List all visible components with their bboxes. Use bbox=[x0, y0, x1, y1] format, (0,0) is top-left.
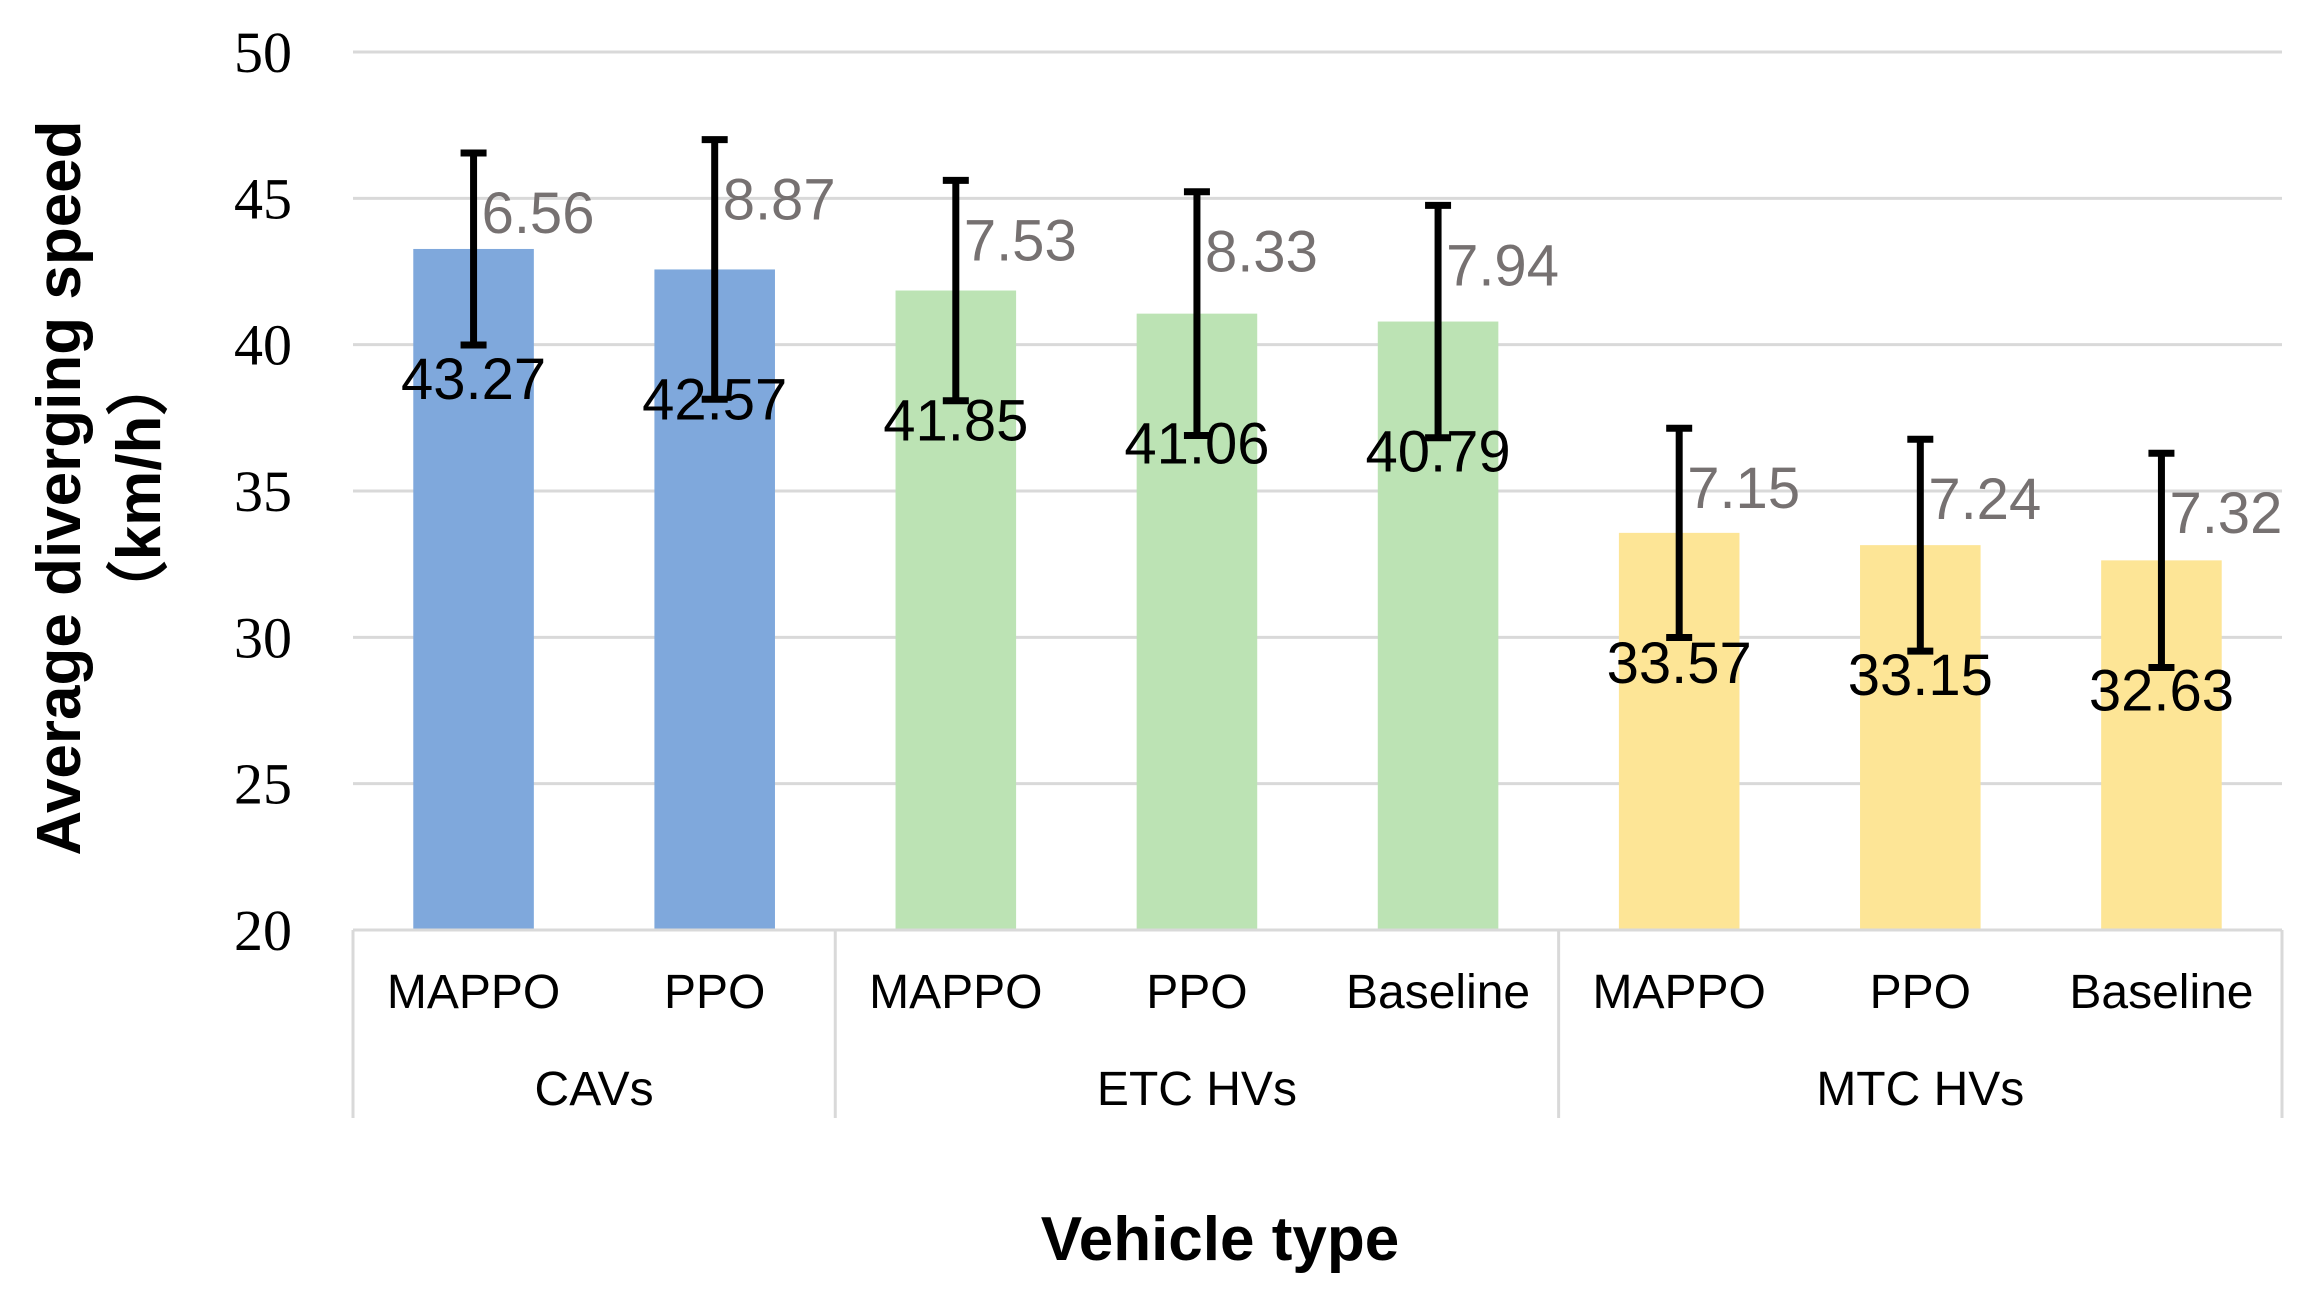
group-label: MTC HVs bbox=[1816, 1063, 2024, 1116]
group-label: ETC HVs bbox=[1097, 1063, 1297, 1116]
y-tick-label: 40 bbox=[234, 313, 292, 378]
x-axis: MAPPO PPO MAPPO PPO Baseline MAPPO PPO Baseline… bbox=[351, 928, 2284, 1118]
y-tick-label: 25 bbox=[234, 752, 292, 817]
y-tick-label: 30 bbox=[234, 605, 292, 670]
category-label: MAPPO bbox=[1593, 966, 1766, 1019]
category-label: Baseline bbox=[2069, 966, 2253, 1019]
group-label: CAVs bbox=[535, 1063, 654, 1116]
error-bars bbox=[460, 136, 2175, 671]
error-label: 7.15 bbox=[1687, 456, 1800, 521]
value-label: 43.27 bbox=[401, 347, 546, 412]
y-axis-label-unit: （km/h） bbox=[104, 354, 174, 623]
value-label: 40.79 bbox=[1365, 420, 1510, 485]
y-axis-label: Average diverging speed bbox=[25, 120, 94, 855]
value-label: 41.85 bbox=[883, 389, 1028, 454]
value-label: 32.63 bbox=[2089, 658, 2234, 723]
x-axis-label: Vehicle type bbox=[1041, 1205, 1399, 1274]
error-label: 6.56 bbox=[482, 181, 595, 246]
data-labels: 43.27 6.56 42.57 8.87 41.85 7.53 41.06 8.33 40.7… bbox=[401, 168, 2282, 724]
category-label: Baseline bbox=[1346, 966, 1530, 1019]
bar bbox=[413, 248, 534, 930]
value-label: 33.57 bbox=[1607, 631, 1752, 696]
y-axis-ticks: 20 25 30 35 40 45 50 bbox=[234, 20, 292, 963]
value-label: 41.06 bbox=[1124, 412, 1269, 477]
y-tick-label: 50 bbox=[234, 20, 292, 85]
category-label: MAPPO bbox=[387, 966, 560, 1019]
error-label: 8.33 bbox=[1205, 220, 1318, 285]
category-label: PPO bbox=[1146, 966, 1247, 1019]
y-tick-label: 45 bbox=[234, 166, 292, 231]
y-tick-label: 35 bbox=[234, 459, 292, 524]
error-label: 7.53 bbox=[964, 208, 1077, 273]
category-label: PPO bbox=[664, 966, 765, 1019]
y-tick-label: 20 bbox=[234, 898, 292, 963]
value-label: 33.15 bbox=[1848, 643, 1993, 708]
error-label: 7.32 bbox=[2169, 481, 2282, 546]
error-label: 8.87 bbox=[723, 168, 836, 233]
value-label: 42.57 bbox=[642, 367, 787, 432]
bars bbox=[413, 248, 2222, 931]
category-label: PPO bbox=[1870, 966, 1971, 1019]
error-label: 7.24 bbox=[1928, 467, 2041, 532]
category-label: MAPPO bbox=[869, 966, 1042, 1019]
error-label: 7.94 bbox=[1446, 233, 1559, 298]
